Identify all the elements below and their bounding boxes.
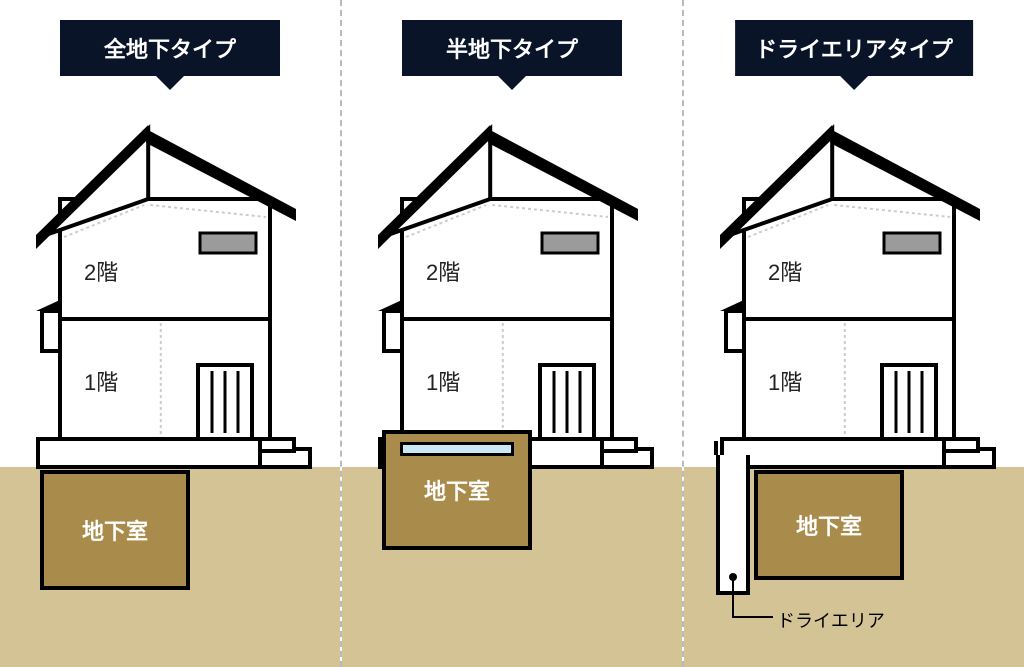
panel-header: ドライエリアタイプ — [735, 20, 973, 76]
basement-window — [400, 442, 514, 456]
floor2-label: 2階 — [426, 255, 460, 287]
floor1-label: 1階 — [84, 365, 118, 397]
panel-full: 地下室 2階 1階 全地下タイプ — [0, 0, 342, 667]
basement-box: 地下室 — [40, 470, 190, 590]
basement-label: 地下室 — [424, 474, 490, 506]
panel-title: ドライエリアタイプ — [755, 37, 953, 62]
dry-area-leader — [684, 0, 1024, 667]
dry-area-label: ドライエリア — [777, 607, 885, 633]
panel-header: 半地下タイプ — [402, 20, 622, 76]
panel-half: 地下室 2階 1階 半地下タイプ — [342, 0, 684, 667]
floor1-label: 1階 — [426, 365, 460, 397]
panel-header: 全地下タイプ — [60, 20, 280, 76]
floor2-label: 2階 — [768, 255, 802, 287]
floor2-label: 2階 — [84, 255, 118, 287]
floor1-label: 1階 — [768, 365, 802, 397]
panel-dry: 地下室 ドライエリア2階1階ドライエリアタイプ — [684, 0, 1024, 667]
panel-title: 全地下タイプ — [104, 37, 236, 62]
panel-title: 半地下タイプ — [446, 37, 578, 62]
basement-label: 地下室 — [82, 514, 148, 546]
